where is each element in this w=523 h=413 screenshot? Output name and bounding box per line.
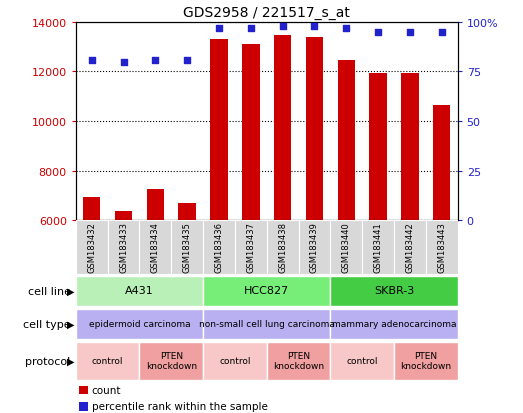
FancyBboxPatch shape <box>108 221 140 275</box>
Text: count: count <box>92 385 121 395</box>
Point <box>151 57 160 64</box>
Bar <box>394 342 458 380</box>
Bar <box>140 342 203 380</box>
Text: non-small cell lung carcinoma: non-small cell lung carcinoma <box>199 319 335 328</box>
Point <box>406 29 414 36</box>
Bar <box>433 106 450 221</box>
Text: GSM183440: GSM183440 <box>342 221 351 272</box>
Text: ▶: ▶ <box>67 286 75 296</box>
Text: GSM183441: GSM183441 <box>373 221 383 272</box>
Text: cell line: cell line <box>28 286 71 296</box>
Text: ▶: ▶ <box>67 356 75 366</box>
FancyBboxPatch shape <box>331 221 362 275</box>
Bar <box>115 211 132 221</box>
Text: GSM183435: GSM183435 <box>183 221 192 272</box>
Text: PTEN
knockdown: PTEN knockdown <box>146 351 197 370</box>
Bar <box>210 40 228 221</box>
Text: percentile rank within the sample: percentile rank within the sample <box>92 401 268 411</box>
Bar <box>337 60 355 221</box>
Point <box>119 59 128 66</box>
Text: mammary adenocarcinoma: mammary adenocarcinoma <box>332 319 456 328</box>
Bar <box>369 74 387 221</box>
Bar <box>331 276 458 306</box>
Text: GSM183439: GSM183439 <box>310 221 319 272</box>
Point <box>183 57 191 64</box>
FancyBboxPatch shape <box>203 221 235 275</box>
Text: epidermoid carcinoma: epidermoid carcinoma <box>89 319 190 328</box>
Text: control: control <box>92 356 123 365</box>
FancyBboxPatch shape <box>267 221 299 275</box>
FancyBboxPatch shape <box>362 221 394 275</box>
Point <box>374 29 382 36</box>
FancyBboxPatch shape <box>172 221 203 275</box>
Bar <box>203 276 331 306</box>
Text: cell type: cell type <box>23 319 71 329</box>
Text: GSM183443: GSM183443 <box>437 221 446 272</box>
Text: protocol: protocol <box>25 356 71 366</box>
Bar <box>83 197 100 221</box>
Text: GSM183437: GSM183437 <box>246 221 255 272</box>
Point <box>342 25 350 32</box>
Text: SKBR-3: SKBR-3 <box>374 285 414 295</box>
Title: GDS2958 / 221517_s_at: GDS2958 / 221517_s_at <box>183 6 350 20</box>
Bar <box>274 36 291 221</box>
Text: GSM183433: GSM183433 <box>119 221 128 272</box>
Bar <box>78 386 88 394</box>
Bar <box>178 203 196 221</box>
Text: GSM183434: GSM183434 <box>151 221 160 272</box>
Text: A431: A431 <box>125 285 154 295</box>
Bar <box>76 342 140 380</box>
Text: GSM183442: GSM183442 <box>405 221 414 272</box>
Bar <box>331 342 394 380</box>
Bar <box>242 45 259 221</box>
Text: HCC827: HCC827 <box>244 285 289 295</box>
FancyBboxPatch shape <box>140 221 172 275</box>
Point <box>247 25 255 32</box>
Bar <box>267 342 331 380</box>
Point <box>215 25 223 32</box>
FancyBboxPatch shape <box>235 221 267 275</box>
Text: GSM183438: GSM183438 <box>278 221 287 272</box>
Bar <box>203 309 331 339</box>
Bar <box>331 309 458 339</box>
Text: control: control <box>346 356 378 365</box>
Text: control: control <box>219 356 251 365</box>
FancyBboxPatch shape <box>426 221 458 275</box>
Text: GSM183436: GSM183436 <box>214 221 223 272</box>
Point <box>87 57 96 64</box>
Bar <box>401 74 418 221</box>
Bar <box>203 342 267 380</box>
Text: ▶: ▶ <box>67 319 75 329</box>
FancyBboxPatch shape <box>394 221 426 275</box>
Point <box>310 24 319 30</box>
Point <box>278 24 287 30</box>
Bar <box>78 402 88 411</box>
Point <box>438 29 446 36</box>
Bar <box>76 276 203 306</box>
Text: GSM183432: GSM183432 <box>87 221 96 272</box>
Bar <box>306 38 323 221</box>
Bar <box>146 189 164 221</box>
FancyBboxPatch shape <box>76 221 108 275</box>
Bar <box>76 309 203 339</box>
FancyBboxPatch shape <box>299 221 331 275</box>
Text: PTEN
knockdown: PTEN knockdown <box>400 351 451 370</box>
Text: PTEN
knockdown: PTEN knockdown <box>273 351 324 370</box>
